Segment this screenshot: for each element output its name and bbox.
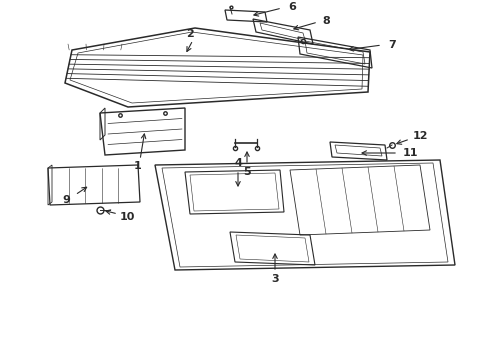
Text: 12: 12 — [412, 131, 428, 141]
Text: 1: 1 — [134, 161, 142, 171]
Text: 11: 11 — [402, 148, 418, 158]
Text: 7: 7 — [388, 40, 396, 50]
Text: 6: 6 — [288, 2, 296, 12]
Text: 4: 4 — [234, 158, 242, 168]
Text: 10: 10 — [119, 212, 135, 222]
Text: 5: 5 — [243, 167, 251, 177]
Text: 3: 3 — [271, 274, 279, 284]
Text: 9: 9 — [62, 195, 70, 205]
Text: 2: 2 — [186, 29, 194, 39]
Text: 8: 8 — [322, 16, 330, 26]
